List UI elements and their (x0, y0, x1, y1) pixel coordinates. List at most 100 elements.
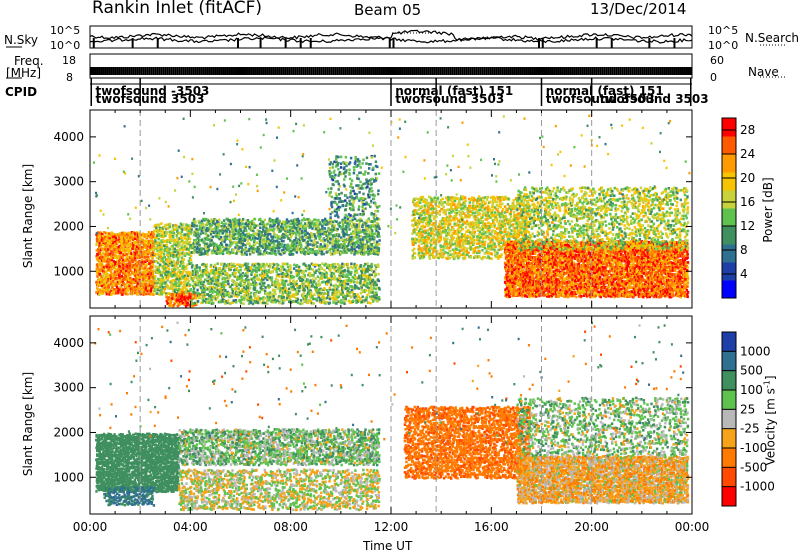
power-echo-cell (295, 263, 299, 267)
power-echo-cell (344, 295, 347, 298)
power-echo-cell (105, 276, 108, 279)
power-echo-cell (115, 281, 118, 285)
power-echo-cell (303, 222, 307, 225)
power-echo-cell (118, 271, 122, 275)
power-echo-cell (304, 227, 307, 230)
power-echo-cell (141, 291, 144, 294)
power-echo-cell (322, 280, 325, 284)
power-echo-cell (141, 238, 144, 241)
power-echo-cell (156, 244, 159, 247)
power-echo-cell (124, 292, 128, 296)
power-echo-cell (325, 271, 328, 275)
power-echo-cell (134, 237, 137, 240)
power-echo-cell (138, 251, 141, 255)
power-echo-cell (334, 283, 338, 287)
power-echo-cell (149, 288, 153, 291)
power-echo-cell (289, 295, 292, 298)
power-echo-cell (166, 246, 169, 249)
power-echo-cell (179, 264, 182, 268)
power-echo-cell (104, 235, 107, 239)
power-echo-cell (152, 240, 155, 243)
power-echo-cell (154, 271, 158, 274)
power-echo-cell (371, 278, 375, 282)
power-echo-cell (112, 260, 116, 263)
power-echo-cell (140, 263, 143, 266)
power-echo-cell (166, 298, 169, 302)
power-echo-cell (330, 296, 334, 300)
power-echo-cell (369, 301, 372, 305)
power-echo-cell (231, 279, 234, 282)
power-echo-cell (128, 265, 131, 268)
power-echo-cell (199, 296, 202, 300)
power-echo-cell (159, 228, 163, 231)
power-echo-cell (205, 263, 208, 266)
power-echo-cell (144, 287, 148, 291)
power-echo-cell (107, 251, 110, 255)
power-echo-cell (161, 240, 164, 244)
power-echo-cell (169, 258, 172, 261)
freq-right-top: 60 (710, 55, 724, 66)
power-echo-cell (285, 279, 288, 283)
noise-left-bottom: 10^0 (50, 40, 80, 51)
power-echo-cell (118, 244, 121, 248)
power-echo-cell (342, 204, 345, 208)
power-echo-cell (278, 301, 281, 305)
power-echo-cell (119, 291, 123, 295)
power-echo-cell (165, 248, 169, 252)
power-echo-cell (114, 245, 117, 249)
power-echo-cell (101, 287, 105, 290)
power-echo-cell (336, 180, 339, 183)
power-echo-cell (254, 293, 257, 296)
power-echo-cell (121, 259, 125, 262)
power-echo-cell (117, 282, 120, 286)
power-echo-cell (332, 183, 335, 187)
power-echo-cell (144, 266, 147, 270)
power-echo-cell (172, 231, 176, 235)
power-echo-cell (371, 229, 374, 232)
power-echo-cell (122, 288, 125, 292)
power-echo-cell (259, 226, 262, 230)
power-echo-cell (312, 302, 315, 305)
power-echo-cell (327, 226, 330, 230)
power-echo-cell (326, 282, 329, 286)
power-echo-cell (116, 277, 119, 280)
power-echo-cell (301, 302, 304, 305)
power-echo-cell (110, 262, 113, 265)
power-echo-cell (329, 216, 332, 219)
power-echo-cell (258, 290, 262, 294)
power-echo-cell (132, 289, 136, 292)
power-echo-cell (322, 295, 325, 299)
power-echo-cell (255, 270, 258, 274)
power-echo-cell (132, 281, 135, 285)
power-echo-cell (158, 287, 162, 290)
power-echo-cell (112, 244, 115, 247)
power-echo-cell (374, 268, 377, 271)
power-echo-cell (326, 250, 329, 253)
noise-sky-line (89, 29, 693, 41)
power-echo-cell (151, 265, 154, 269)
power-echo-cell (147, 255, 150, 259)
power-echo-cell (111, 278, 114, 281)
power-echo-cell (248, 220, 252, 224)
power-echo-cell (151, 269, 154, 273)
power-echo-cell (124, 266, 128, 269)
power-echo-cell (116, 271, 119, 275)
power-echo-cell (326, 243, 329, 246)
power-echo-cell (122, 248, 126, 251)
power-echo-cell (293, 224, 296, 228)
power-echo-cell (161, 281, 165, 285)
power-echo-cell (336, 203, 339, 206)
power-echo-cell (121, 280, 124, 284)
power-echo-cell (153, 259, 156, 263)
power-echo-cell (152, 253, 156, 256)
power-echo-cell (142, 262, 146, 266)
power-echo-cell (101, 258, 105, 261)
power-echo-cell (249, 295, 253, 298)
power-echo-cell (298, 219, 301, 223)
power-echo-cell (229, 238, 233, 242)
power-echo-cell (303, 274, 306, 277)
power-echo-cell (131, 260, 135, 263)
power-echo-cell (154, 240, 157, 243)
power-echo-cell (193, 223, 196, 227)
power-echo-cell (373, 236, 376, 239)
